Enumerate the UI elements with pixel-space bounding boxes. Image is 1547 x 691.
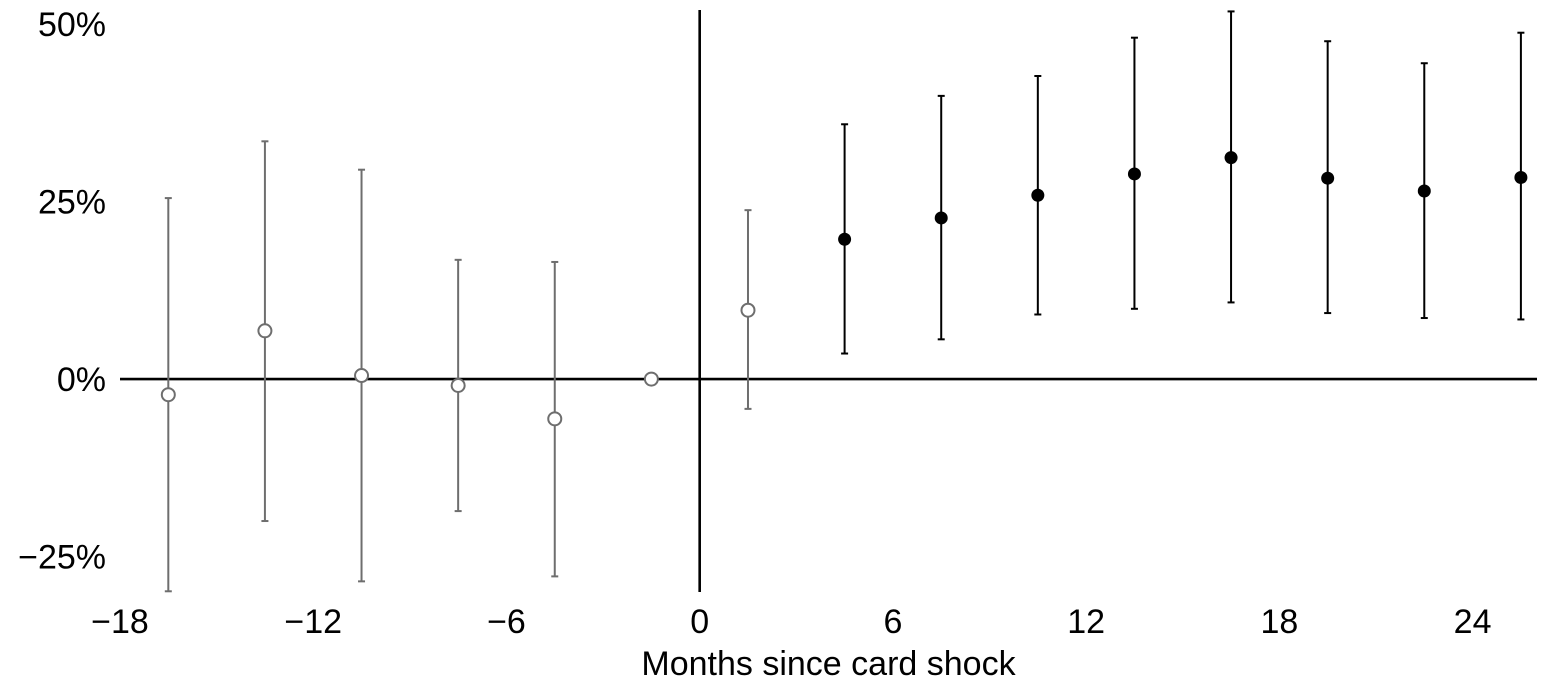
data-point-filled — [1417, 184, 1431, 198]
data-point-open — [547, 411, 563, 427]
x-axis-title: Months since card shock — [641, 645, 1016, 683]
data-point-open — [160, 387, 176, 403]
data-point-filled — [1127, 167, 1141, 181]
data-point-open — [257, 323, 273, 339]
x-tick-label: 24 — [1454, 603, 1492, 641]
data-point-open — [643, 371, 659, 387]
tick-labels-layer: −25% 0% 25% 50% −18 −12 −6 0 6 12 18 24 — [18, 6, 1491, 641]
axes-layer — [120, 10, 1537, 592]
x-tick-label: −6 — [487, 603, 526, 641]
data-point-filled — [934, 211, 948, 225]
x-tick-label: 6 — [883, 603, 902, 641]
points-layer — [160, 151, 1528, 427]
data-point-filled — [1321, 171, 1335, 185]
data-point-filled — [1031, 188, 1045, 202]
data-point-filled — [1224, 151, 1238, 165]
y-tick-label: 50% — [38, 6, 106, 44]
y-tick-label: 25% — [38, 184, 106, 222]
error-bars-layer — [164, 10, 1525, 593]
data-point-open — [450, 377, 466, 393]
data-point-filled — [838, 232, 852, 246]
data-point-open — [354, 368, 370, 384]
y-tick-label: −25% — [18, 539, 106, 577]
x-tick-label: 18 — [1260, 603, 1298, 641]
x-tick-label: −18 — [91, 603, 149, 641]
data-point-open — [740, 302, 756, 318]
x-tick-label: 12 — [1067, 603, 1105, 641]
y-tick-label: 0% — [57, 361, 106, 399]
x-tick-label: −12 — [284, 603, 342, 641]
data-point-filled — [1514, 171, 1528, 185]
x-tick-label: 0 — [690, 603, 709, 641]
